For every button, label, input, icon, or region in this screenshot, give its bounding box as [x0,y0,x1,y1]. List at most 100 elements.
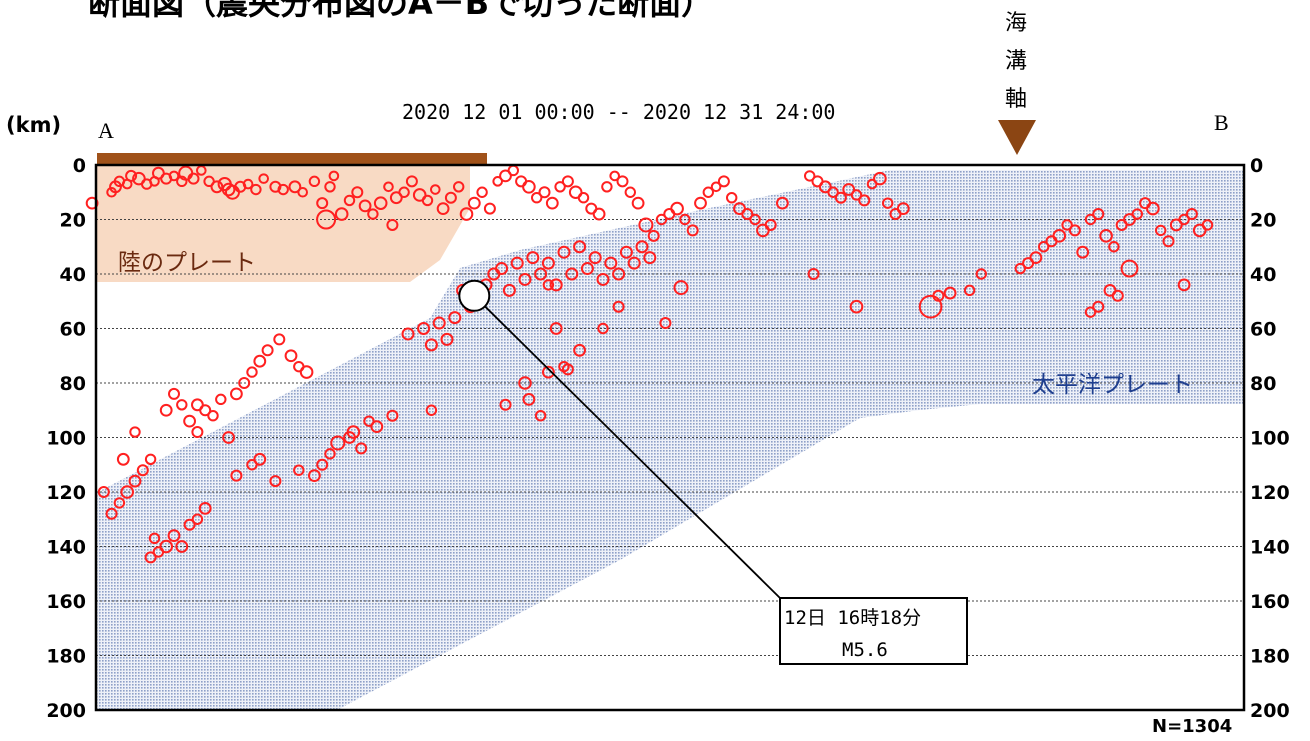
hypocenter-point [818,180,832,194]
hypocenter-point [230,469,243,482]
hypocenter-point [136,464,149,477]
hypocenter-point [144,453,157,465]
hypocenter-point [363,415,375,427]
hypocenter-point [518,376,532,390]
pacific-plate-region [96,170,1244,710]
hypocenter-point [191,513,204,525]
hypocenter-point [616,175,629,188]
hypocenter-point [198,501,212,515]
hypocenter-point [284,349,298,363]
hypocenter-point [534,267,548,281]
hypocenter-point [492,176,504,187]
hypocenter-point [417,322,431,335]
hypocenter-point [183,414,197,428]
hypocenter-point [246,366,258,378]
tick-label-right: 60 [1250,319,1276,341]
hypocenter-point [187,172,200,185]
land-surface-bar [97,153,487,164]
hypocenter-point [502,283,516,297]
hypocenter-point [316,197,329,210]
hypocenter-point [638,217,654,233]
land-plate-label: 陸のプレート [118,250,256,276]
hypocenter-point [386,218,399,231]
hypocenter-point [1084,306,1097,318]
hypocenter-point [328,170,340,182]
hypocenter-point [448,311,462,325]
tick-label-left: 20 [60,210,86,232]
hypocenter-point [253,452,267,466]
hypocenter-point [659,317,672,330]
hypocenter-point [643,251,657,265]
hypocenter-point [849,299,864,314]
hypocenter-point [834,191,847,204]
hypocenter-point [542,365,555,379]
hypocenter-point [144,551,157,564]
hypocenter-point [635,240,649,254]
hypocenter-point [253,354,267,368]
hypocenter-point [389,191,403,205]
plot-area: 0 20 40 60 80 100 120 140 160 180 200 0 20 40 60 80 100… [46,153,1290,722]
hypocenter-point [1084,213,1097,226]
hypocenter-point [588,251,602,265]
tick-label-left: 80 [60,373,86,395]
hypocenter-point [1038,241,1050,253]
hypocenter-point [631,196,645,210]
hypocenter-point [299,365,314,379]
end-label-b: B [1214,110,1229,135]
hypocenter-point [1178,213,1190,226]
hypocenter-point [827,186,839,198]
hypocenter-point [128,474,142,488]
hypocenter-point [686,224,699,237]
hypocenter-point [308,175,321,188]
hypocenter-point [191,398,204,412]
hypocenter-point [1155,224,1167,237]
hypocenter-point [561,363,574,376]
hypocenter-point [273,333,286,346]
hypocenter-point [526,251,540,265]
hypocenter-point [1111,289,1124,302]
hypocenter-point [444,191,457,204]
hypocenter-point [97,486,110,498]
hypocenter-point [238,377,251,389]
hypocenter-point [612,267,626,281]
hypocenter-point [647,229,660,242]
tick-label-left: 40 [60,264,86,286]
tick-label-left: 160 [46,591,86,613]
hypocenter-point [412,188,427,202]
hypocenter-point [176,175,188,188]
hypocenter-point [577,192,590,204]
hypocenter-point [1177,278,1191,292]
hypocenter-point [1131,208,1144,220]
hypocenter-point [679,213,691,226]
hypocenter-point [764,218,777,231]
hypocenter-point [483,202,496,215]
trench-label-char-2: 溝 [1005,49,1027,74]
tick-label-left: 60 [60,319,86,341]
hypocenter-point [176,399,188,411]
hypocenter-point [531,192,543,204]
hypocenter-point [627,256,641,270]
hypocenter-point [749,213,761,226]
hypocenter-point [702,186,714,198]
hypocenter-point [804,170,816,182]
tick-label-left: 120 [46,482,86,504]
hypocenter-point [1092,300,1105,313]
hypocenter-point [421,194,434,207]
tick-label-left: 0 [73,155,86,177]
hypocenter-point [1192,223,1207,238]
hypocenter-point [113,497,126,509]
hypocenter-point [741,208,754,221]
hypocenter-point [430,184,441,195]
tick-label-left: 200 [46,700,86,722]
hypocenter-point [568,185,583,200]
hypocenter-point [432,316,446,330]
hypocenter-point [324,448,336,460]
hypocenter-point [424,338,438,352]
hypocenter-point [670,201,684,216]
mainshock-marker [458,279,491,312]
hypocenter-point [601,181,613,193]
hypocenter-point [726,192,738,204]
hypocenter-point [167,529,181,542]
hypocenter-point [334,207,349,221]
hypocenter-point [436,202,450,216]
